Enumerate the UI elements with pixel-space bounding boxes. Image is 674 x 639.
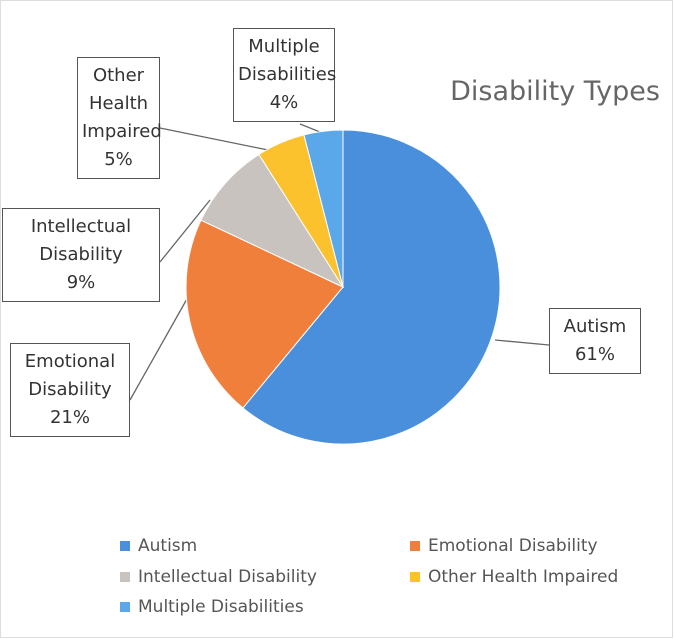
data-label-name: Intellectual Disability — [30, 216, 132, 265]
data-label-value: 5% — [104, 149, 133, 170]
legend-marker — [410, 541, 420, 551]
pie-slice — [303, 129, 344, 288]
data-label-value: 61% — [574, 344, 615, 365]
data-label-value: 4% — [269, 92, 299, 113]
data-label-name: Multiple Disabilities — [238, 36, 337, 85]
data-label-name: Emotional Disability — [24, 351, 116, 400]
legend-label: Multiple Disabilities — [138, 597, 304, 617]
leader-line — [159, 127, 269, 151]
legend-label: Other Health Impaired — [428, 567, 618, 587]
legend-label: Emotional Disability — [428, 536, 598, 556]
leader-line — [159, 199, 211, 263]
legend-label: Intellectual Disability — [138, 567, 317, 587]
data-label: Multiple Disabilities 4% — [233, 28, 337, 122]
data-label: Other Health Impaired 5% — [77, 57, 162, 179]
pie-slice — [242, 129, 501, 445]
legend-marker — [120, 602, 130, 612]
leader-line — [494, 339, 550, 346]
pie-slice — [200, 153, 345, 289]
data-label: Intellectual Disability 9% — [2, 208, 160, 302]
legend-marker — [120, 572, 130, 582]
data-label-name: Autism — [563, 316, 627, 337]
data-label-value: 21% — [49, 407, 90, 428]
data-label-name: Other Health Impaired — [82, 65, 162, 142]
chart-title: Disability Types — [450, 76, 660, 107]
legend-label: Autism — [138, 536, 197, 556]
data-label: Autism 61% — [549, 308, 641, 374]
leader-line — [129, 289, 193, 401]
legend-marker — [120, 541, 130, 551]
legend-marker — [410, 572, 420, 582]
pie-slice — [185, 219, 344, 409]
data-label: Emotional Disability 21% — [10, 343, 130, 437]
data-label-value: 9% — [66, 272, 96, 293]
